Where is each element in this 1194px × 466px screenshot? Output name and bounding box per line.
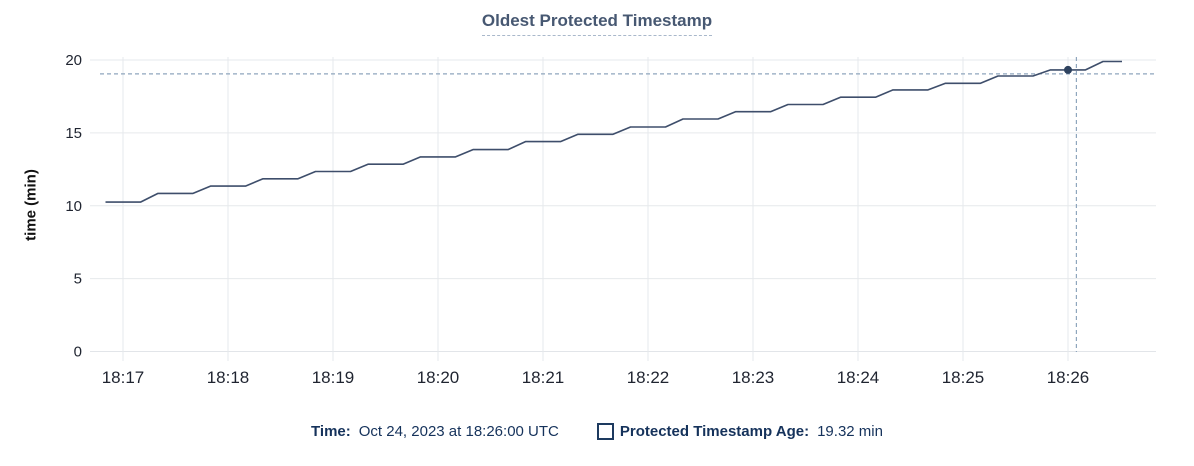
x-tick-label: 18:24 <box>837 368 880 387</box>
x-tick-label: 18:20 <box>417 368 460 387</box>
hover-time-value: Oct 24, 2023 at 18:26:00 UTC <box>358 423 559 440</box>
y-tick-label: 20 <box>65 52 82 69</box>
y-tick-label: 15 <box>65 125 82 142</box>
chart-title-row: Oldest Protected Timestamp <box>0 11 1194 36</box>
hover-legend: Time: Oct 24, 2023 at 18:26:00 UTC Prote… <box>0 423 1194 440</box>
hover-point-dot <box>1064 65 1072 74</box>
y-tick-label: 10 <box>65 198 82 215</box>
x-tick-label: 18:22 <box>627 368 670 387</box>
x-tick-label: 18:21 <box>522 368 565 387</box>
y-tick-label: 0 <box>74 344 82 361</box>
chart-title[interactable]: Oldest Protected Timestamp <box>481 11 713 36</box>
series-hover-value: 19.32 min <box>817 423 883 440</box>
series-name-label: Protected Timestamp Age: <box>619 423 810 440</box>
series-line <box>105 60 1122 203</box>
y-axis-label: time (min) <box>22 169 40 241</box>
hover-time-label: Time: <box>311 423 351 440</box>
x-tick-label: 18:25 <box>942 368 985 387</box>
x-tick-label: 18:26 <box>1047 368 1090 387</box>
x-tick-label: 18:17 <box>102 368 145 387</box>
y-tick-label: 5 <box>74 271 82 288</box>
plot-area[interactable] <box>90 57 1156 352</box>
legend-spacer <box>559 431 597 432</box>
x-tick-label: 18:19 <box>312 368 355 387</box>
series-swatch-icon <box>596 423 614 440</box>
x-tick-label: 18:23 <box>732 368 775 387</box>
x-tick-label: 18:18 <box>207 368 250 387</box>
